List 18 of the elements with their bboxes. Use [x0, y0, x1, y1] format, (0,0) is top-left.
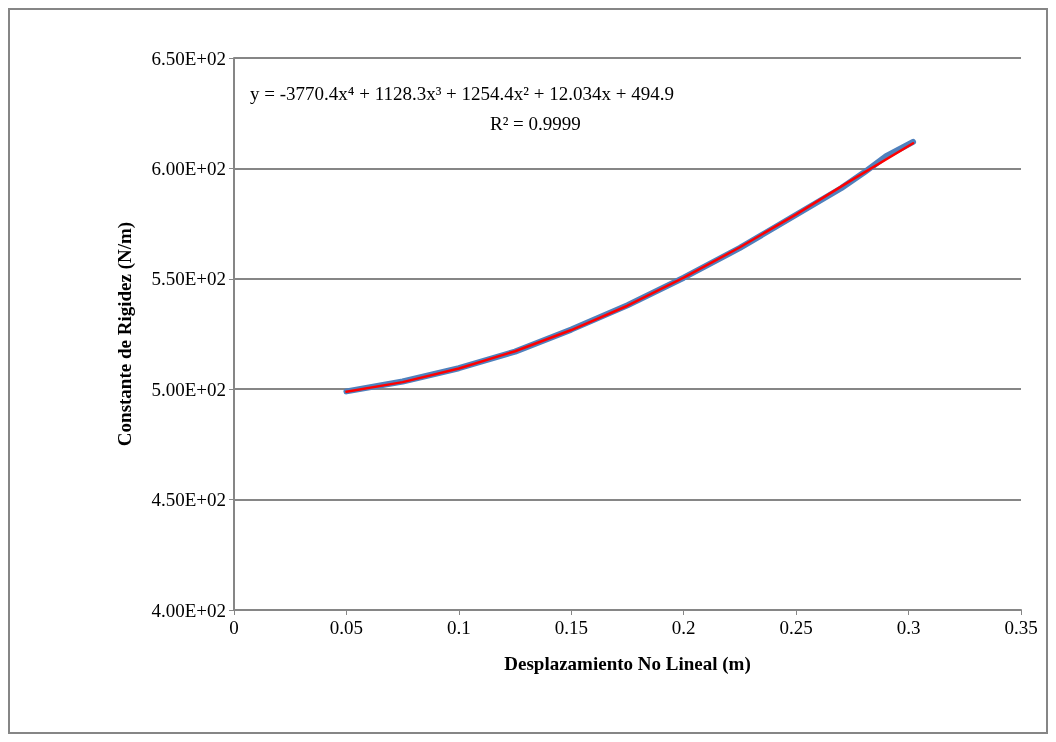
annotation: R² = 0.9999	[490, 113, 581, 134]
y-tick-label: 4.00E+02	[151, 599, 226, 621]
x-tick-label: 0	[229, 617, 239, 638]
x-tick-label: 0.35	[1004, 617, 1038, 638]
x-tick-label: 0.15	[554, 617, 588, 638]
x-tick-label: 0.3	[896, 617, 921, 638]
y-tick-label: 5.50E+02	[151, 268, 226, 290]
y-tick-label: 6.00E+02	[151, 157, 226, 179]
annotation: y = -3770.4x⁴ + 1128.3x³ + 1254.4x² + 12.034x + 494.9	[250, 83, 674, 104]
x-tick-label: 0.05	[329, 617, 364, 638]
y-axis-title: Constante de Rigidez (N/m)	[114, 221, 136, 447]
y-tick-label: 6.50E+02	[151, 47, 226, 69]
x-tick-label: 0.1	[446, 617, 471, 638]
x-axis-title: Desplazamiento No Lineal (m)	[504, 653, 751, 675]
y-tick-label: 4.50E+02	[151, 489, 226, 511]
x-tick-label: 0.25	[779, 617, 813, 638]
x-tick-label: 0.2	[671, 617, 696, 638]
y-tick-label: 5.00E+02	[151, 378, 226, 400]
